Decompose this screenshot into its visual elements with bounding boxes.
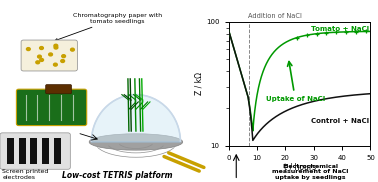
Y-axis label: Z / kΩ: Z / kΩ	[194, 72, 203, 95]
Circle shape	[40, 58, 43, 61]
Text: Chromatography paper with
tomato seedlings: Chromatography paper with tomato seedlin…	[55, 13, 162, 41]
Text: Control + NaCl: Control + NaCl	[311, 118, 369, 124]
Polygon shape	[91, 95, 180, 142]
Bar	[7, 138, 14, 164]
Text: Addition of NaCl: Addition of NaCl	[248, 13, 302, 19]
Circle shape	[26, 48, 30, 51]
Circle shape	[62, 55, 65, 58]
Text: Screen printed
electrodes: Screen printed electrodes	[2, 169, 49, 180]
Text: Low-cost TETRIS platform: Low-cost TETRIS platform	[62, 171, 172, 180]
Bar	[42, 138, 49, 164]
Circle shape	[71, 48, 74, 51]
Bar	[19, 138, 26, 164]
Circle shape	[37, 55, 41, 58]
FancyBboxPatch shape	[0, 133, 70, 169]
Circle shape	[40, 47, 43, 50]
Ellipse shape	[89, 134, 183, 150]
FancyBboxPatch shape	[16, 89, 87, 126]
FancyBboxPatch shape	[21, 40, 77, 71]
Text: Electrochemical
measurement of NaCl
uptake by seedlings: Electrochemical measurement of NaCl upta…	[272, 164, 348, 180]
Bar	[54, 138, 61, 164]
Circle shape	[54, 44, 58, 47]
X-axis label: t / hours: t / hours	[284, 162, 316, 171]
FancyBboxPatch shape	[46, 85, 71, 94]
Circle shape	[36, 61, 40, 64]
Circle shape	[54, 63, 57, 66]
Text: Tomato + NaCl: Tomato + NaCl	[311, 25, 369, 31]
Text: Uptake of NaCl: Uptake of NaCl	[265, 62, 325, 102]
Bar	[31, 138, 37, 164]
Circle shape	[54, 46, 58, 49]
Circle shape	[61, 60, 65, 62]
Circle shape	[49, 53, 53, 56]
